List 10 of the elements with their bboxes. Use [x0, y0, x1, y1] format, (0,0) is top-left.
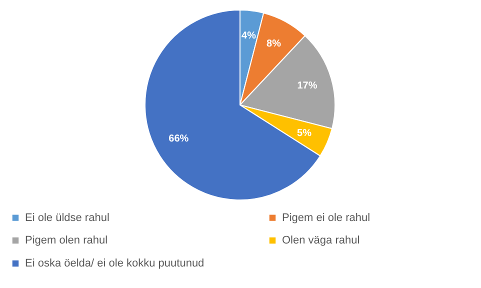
data-label: 4%: [242, 30, 256, 42]
legend-label: Ei ole üldse rahul: [25, 212, 110, 224]
legend-label: Olen väga rahul: [282, 234, 360, 246]
data-label: 8%: [266, 38, 282, 50]
legend-label: Ei oska öelda/ ei ole kokku puutunud: [25, 258, 204, 270]
data-label: 5%: [297, 128, 312, 139]
data-label: 66%: [168, 134, 189, 145]
legend-label: Pigem olen rahul: [25, 234, 108, 246]
legend-label: Pigem ei ole rahul: [282, 212, 370, 224]
data-label: 17%: [297, 80, 318, 92]
